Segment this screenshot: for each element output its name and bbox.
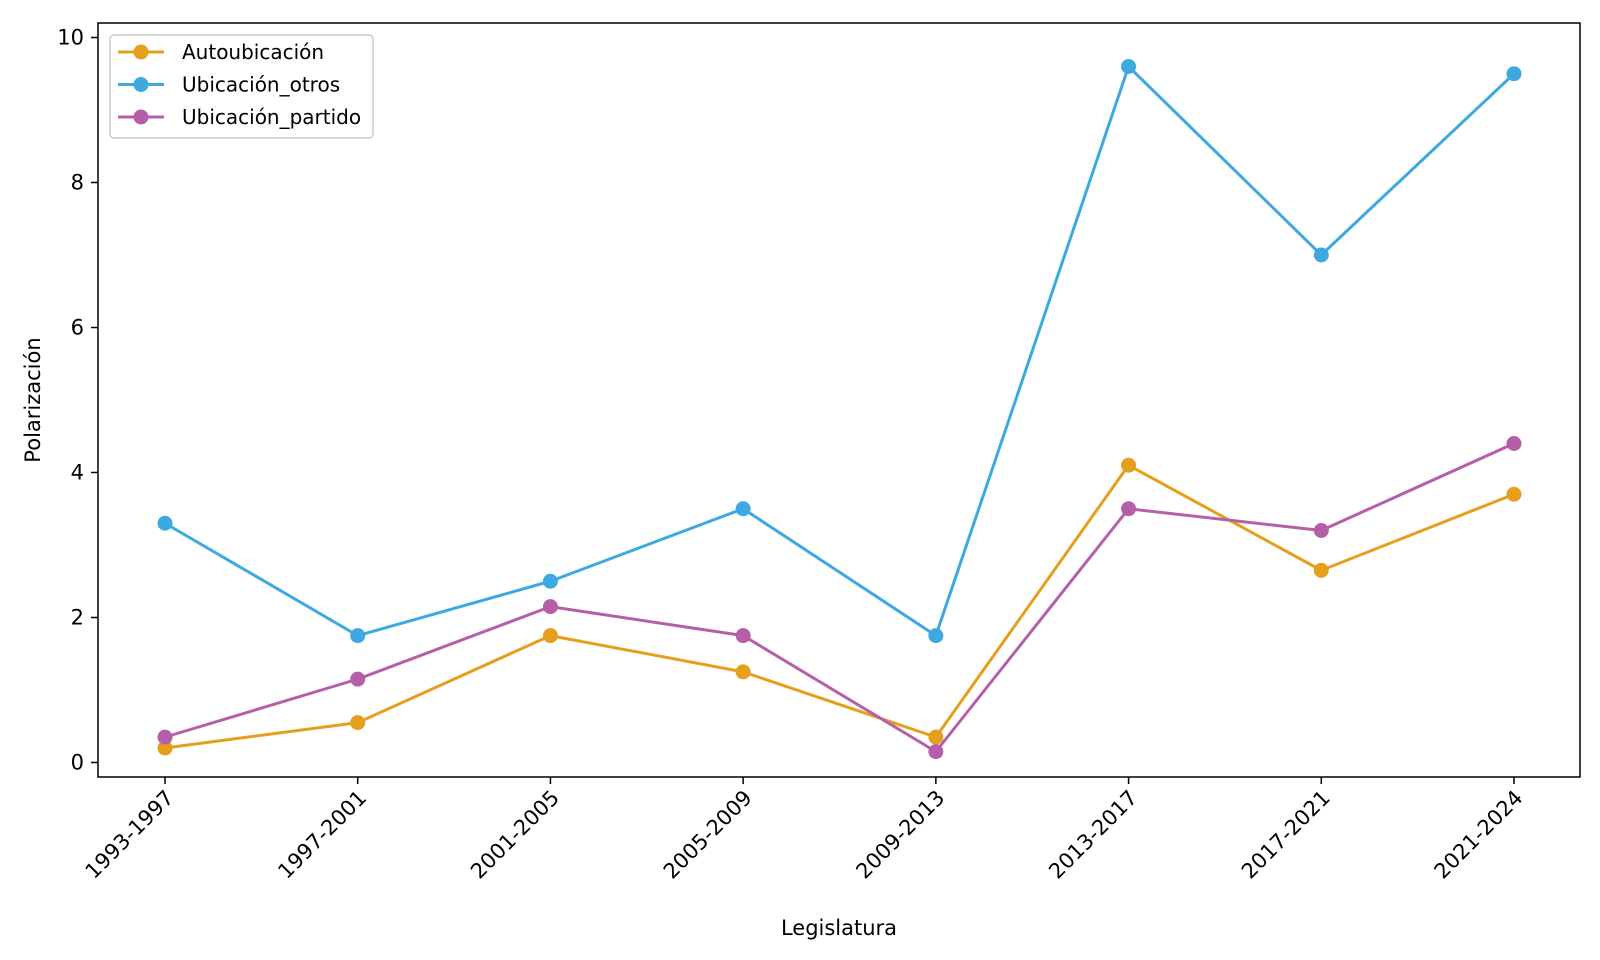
- data-point: [350, 715, 366, 731]
- series-line: [164, 442, 1515, 754]
- legend-marker: [133, 109, 149, 125]
- data-point: [542, 599, 558, 615]
- y-axis: 0 2 4 6 8 10: [57, 26, 98, 775]
- series-line: [164, 65, 1516, 638]
- data-point: [735, 664, 751, 680]
- data-point: [1506, 486, 1522, 502]
- data-point: [1506, 66, 1522, 82]
- y-tick-label: 6: [71, 316, 84, 340]
- plot-frame: [97, 22, 1581, 778]
- data-point: [350, 671, 366, 687]
- legend-marker: [133, 77, 149, 92]
- data-point: [928, 744, 944, 760]
- legend-label: Ubicación_otros: [182, 73, 340, 97]
- legend-label: Autoubicación: [182, 40, 324, 64]
- data-point: [1121, 501, 1137, 517]
- series-Autoubicación: [157, 457, 1522, 756]
- series-Ubicación_partido: [157, 436, 1522, 760]
- legend-marker: [133, 44, 149, 60]
- data-point: [350, 628, 366, 644]
- y-tick-label: 8: [71, 171, 84, 195]
- data-point: [1313, 523, 1329, 538]
- data-point: [157, 740, 173, 756]
- data-point: [1121, 457, 1137, 473]
- data-point: [735, 501, 751, 517]
- series-layer: [157, 59, 1522, 760]
- y-tick-label: 10: [57, 26, 84, 50]
- legend-box: [109, 34, 374, 139]
- series-line: [164, 463, 1515, 750]
- data-point: [542, 573, 558, 589]
- y-axis-label: Polarización: [21, 337, 45, 462]
- y-tick-label: 2: [71, 606, 84, 630]
- x-axis-label: Legislatura: [781, 916, 897, 940]
- data-point: [1313, 247, 1329, 263]
- legend-label: Ubicación_partido: [182, 105, 361, 129]
- data-point: [928, 628, 944, 644]
- data-point: [542, 628, 558, 644]
- data-point: [1121, 59, 1137, 74]
- data-point: [928, 729, 944, 745]
- legend: Autoubicación Ubicación_otros Ubicación_pa…: [109, 34, 374, 139]
- data-point: [157, 515, 173, 531]
- data-point: [735, 628, 751, 644]
- data-point: [157, 729, 173, 745]
- series-Ubicación_otros: [157, 59, 1522, 644]
- data-point: [1313, 562, 1329, 578]
- y-tick-label: 0: [71, 751, 84, 775]
- data-point: [1506, 436, 1522, 451]
- y-tick-label: 4: [71, 461, 84, 485]
